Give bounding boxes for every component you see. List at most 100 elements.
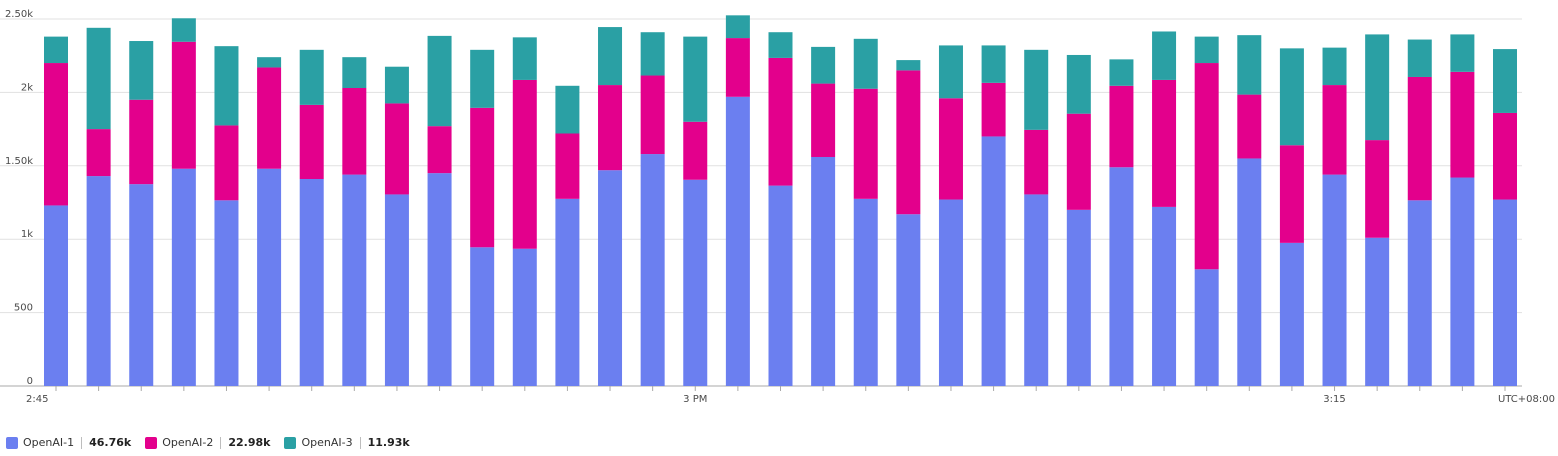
bar-segment-openai-3[interactable] xyxy=(171,18,196,42)
bar-segment-openai-3[interactable] xyxy=(598,27,623,86)
bar-segment-openai-3[interactable] xyxy=(257,57,282,68)
bar-segment-openai-2[interactable] xyxy=(129,99,154,185)
bar-segment-openai-2[interactable] xyxy=(640,75,665,155)
bar-segment-openai-1[interactable] xyxy=(214,200,239,386)
bar-segment-openai-1[interactable] xyxy=(640,154,665,386)
bar-segment-openai-3[interactable] xyxy=(299,49,324,105)
bar-segment-openai-2[interactable] xyxy=(853,88,878,199)
bar-segment-openai-1[interactable] xyxy=(1279,242,1304,386)
bar-segment-openai-2[interactable] xyxy=(512,79,537,249)
bar-segment-openai-1[interactable] xyxy=(470,247,495,386)
bar-segment-openai-3[interactable] xyxy=(1066,54,1091,114)
bar-segment-openai-2[interactable] xyxy=(214,125,239,201)
bar-segment-openai-2[interactable] xyxy=(896,70,921,215)
bar-segment-openai-1[interactable] xyxy=(896,214,921,386)
bar-segment-openai-3[interactable] xyxy=(214,46,239,126)
bar-segment-openai-1[interactable] xyxy=(171,168,196,386)
bar-segment-openai-1[interactable] xyxy=(1024,194,1049,386)
bar-segment-openai-3[interactable] xyxy=(853,38,878,89)
bar-segment-openai-2[interactable] xyxy=(1493,112,1517,200)
bar-segment-openai-3[interactable] xyxy=(938,45,963,99)
bar-segment-openai-3[interactable] xyxy=(342,57,367,88)
bar-segment-openai-3[interactable] xyxy=(44,36,68,64)
bar-segment-openai-3[interactable] xyxy=(811,46,836,84)
bar-segment-openai-2[interactable] xyxy=(299,104,324,180)
bar-segment-openai-1[interactable] xyxy=(1109,167,1134,386)
bar-segment-openai-2[interactable] xyxy=(1365,140,1390,238)
bar-segment-openai-1[interactable] xyxy=(683,179,708,386)
bar-segment-openai-2[interactable] xyxy=(427,126,452,174)
bar-segment-openai-2[interactable] xyxy=(342,88,367,175)
bar-segment-openai-3[interactable] xyxy=(384,66,409,104)
bar-segment-openai-2[interactable] xyxy=(1322,85,1347,175)
bar-segment-openai-3[interactable] xyxy=(1279,48,1304,146)
legend-item-openai-3[interactable]: OpenAI-3 11.93k xyxy=(284,436,410,449)
bar-segment-openai-1[interactable] xyxy=(427,173,452,386)
bar-segment-openai-1[interactable] xyxy=(1237,158,1262,386)
bar-segment-openai-3[interactable] xyxy=(427,35,452,127)
bar-segment-openai-3[interactable] xyxy=(129,41,154,100)
bar-segment-openai-2[interactable] xyxy=(1152,79,1177,207)
bar-segment-openai-2[interactable] xyxy=(1279,145,1304,243)
bar-segment-openai-3[interactable] xyxy=(725,15,750,39)
bar-segment-openai-2[interactable] xyxy=(811,83,836,157)
bar-segment-openai-1[interactable] xyxy=(257,168,282,386)
bar-segment-openai-1[interactable] xyxy=(44,205,68,386)
bars[interactable] xyxy=(44,15,1517,387)
bar-segment-openai-2[interactable] xyxy=(683,121,708,180)
bar-segment-openai-1[interactable] xyxy=(1322,174,1347,386)
bar-segment-openai-3[interactable] xyxy=(768,32,793,58)
bar-segment-openai-1[interactable] xyxy=(938,199,963,386)
bar-segment-openai-3[interactable] xyxy=(1024,49,1049,130)
legend-item-openai-1[interactable]: OpenAI-1 46.76k xyxy=(6,436,131,449)
bar-segment-openai-3[interactable] xyxy=(1407,39,1432,77)
bar-segment-openai-1[interactable] xyxy=(725,96,750,387)
bar-segment-openai-3[interactable] xyxy=(1450,34,1475,72)
bar-segment-openai-1[interactable] xyxy=(768,185,793,386)
bar-segment-openai-1[interactable] xyxy=(1194,269,1219,386)
bar-segment-openai-1[interactable] xyxy=(1365,237,1390,386)
bar-segment-openai-3[interactable] xyxy=(1493,49,1517,113)
bar-segment-openai-3[interactable] xyxy=(470,49,495,108)
bar-segment-openai-3[interactable] xyxy=(1152,31,1177,80)
bar-segment-openai-2[interactable] xyxy=(938,98,963,200)
legend-item-openai-2[interactable]: OpenAI-2 22.98k xyxy=(145,436,270,449)
bar-segment-openai-2[interactable] xyxy=(384,103,409,195)
bar-segment-openai-1[interactable] xyxy=(1152,206,1177,386)
bar-segment-openai-2[interactable] xyxy=(768,57,793,186)
bar-segment-openai-1[interactable] xyxy=(1066,209,1091,386)
bar-segment-openai-1[interactable] xyxy=(853,198,878,386)
bar-segment-openai-1[interactable] xyxy=(86,176,111,386)
bar-segment-openai-3[interactable] xyxy=(1194,36,1219,64)
bar-segment-openai-2[interactable] xyxy=(1450,71,1475,178)
bar-segment-openai-1[interactable] xyxy=(342,174,367,386)
bar-segment-openai-2[interactable] xyxy=(725,38,750,97)
bar-segment-openai-2[interactable] xyxy=(1194,63,1219,270)
bar-segment-openai-1[interactable] xyxy=(384,194,409,386)
bar-segment-openai-1[interactable] xyxy=(981,136,1006,386)
bar-segment-openai-1[interactable] xyxy=(598,170,623,386)
bar-segment-openai-1[interactable] xyxy=(1450,177,1475,386)
bar-segment-openai-2[interactable] xyxy=(981,82,1006,137)
bar-segment-openai-2[interactable] xyxy=(44,63,68,206)
bar-segment-openai-1[interactable] xyxy=(555,198,580,386)
bar-segment-openai-1[interactable] xyxy=(512,248,537,386)
bar-segment-openai-2[interactable] xyxy=(470,107,495,248)
bar-segment-openai-2[interactable] xyxy=(86,129,111,177)
bar-segment-openai-2[interactable] xyxy=(1237,94,1262,159)
bar-segment-openai-3[interactable] xyxy=(1237,35,1262,95)
bar-segment-openai-3[interactable] xyxy=(1109,59,1134,86)
bar-segment-openai-2[interactable] xyxy=(1024,129,1049,195)
bar-segment-openai-1[interactable] xyxy=(1407,200,1432,386)
bar-segment-openai-3[interactable] xyxy=(1365,34,1390,141)
bar-segment-openai-2[interactable] xyxy=(1109,85,1134,168)
bar-segment-openai-2[interactable] xyxy=(257,67,282,169)
bar-segment-openai-3[interactable] xyxy=(640,32,665,76)
bar-segment-openai-3[interactable] xyxy=(1322,47,1347,86)
bar-segment-openai-1[interactable] xyxy=(811,156,836,386)
bar-segment-openai-3[interactable] xyxy=(555,85,580,134)
bar-segment-openai-2[interactable] xyxy=(555,133,580,199)
bar-segment-openai-2[interactable] xyxy=(171,41,196,169)
bar-segment-openai-3[interactable] xyxy=(512,37,537,80)
bar-segment-openai-3[interactable] xyxy=(896,60,921,71)
